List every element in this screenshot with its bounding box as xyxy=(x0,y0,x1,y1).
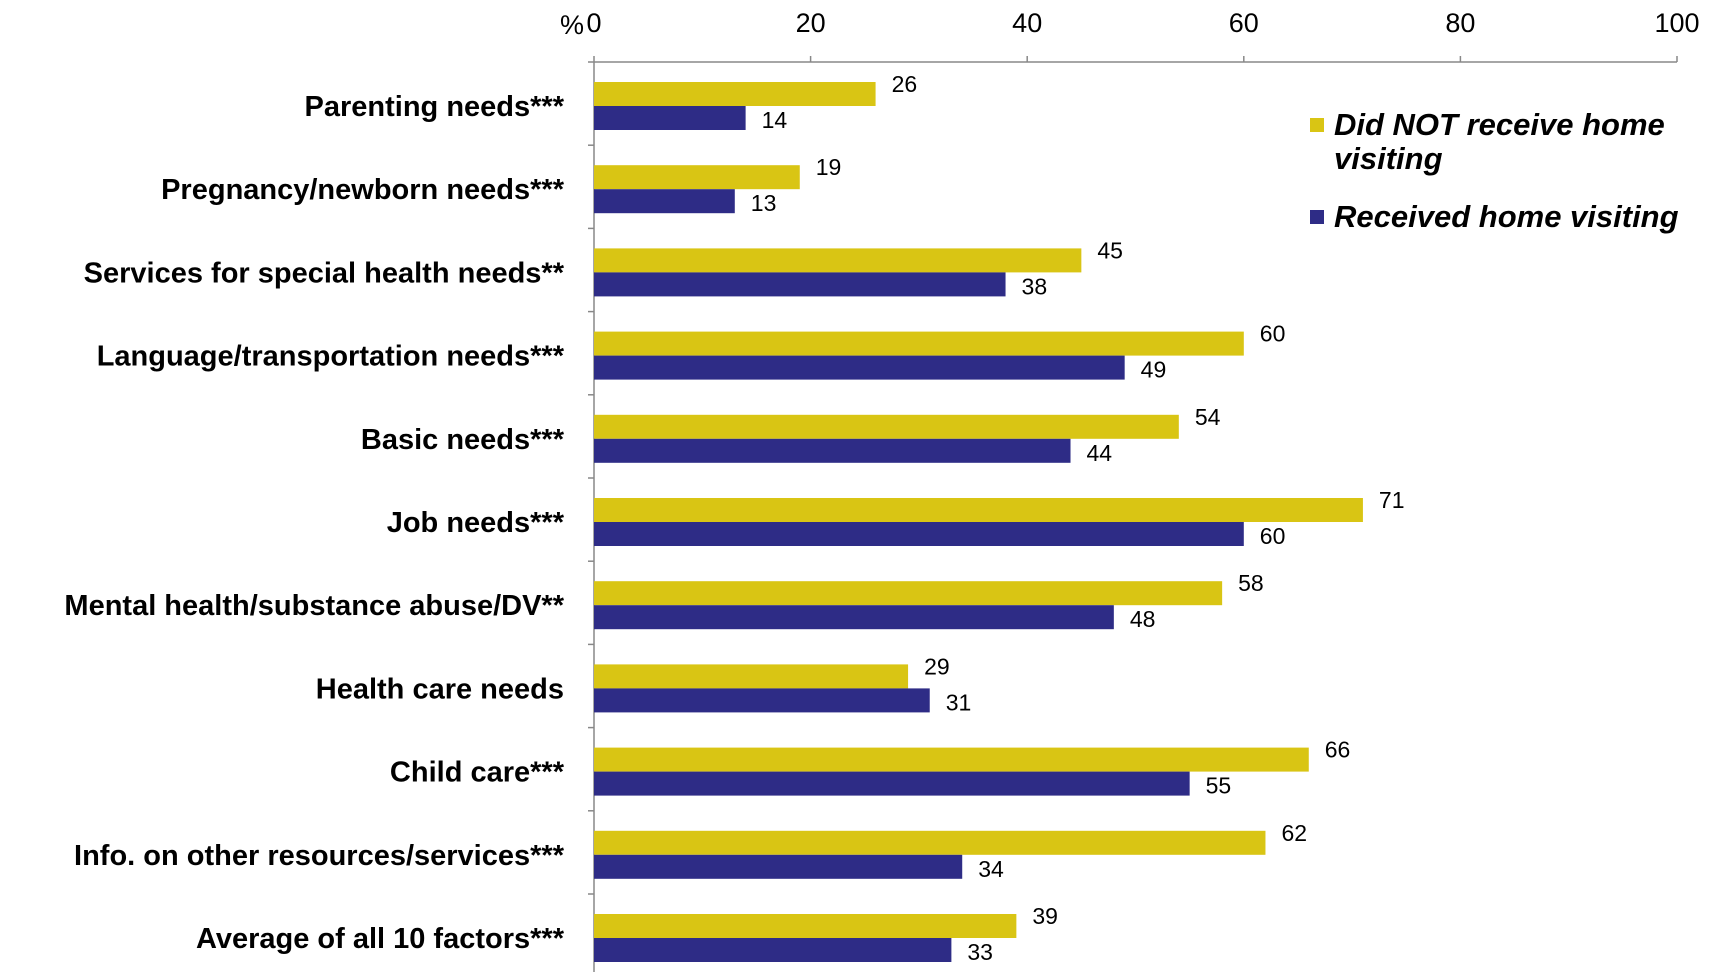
bar-not-received xyxy=(594,165,800,190)
bar-received xyxy=(594,605,1114,630)
data-label: 26 xyxy=(892,71,918,97)
labels-layer: 0 20 40 60 80 100% Parenting needs*** 26 14 Pregn… xyxy=(64,8,1699,965)
category-label: Mental health/substance abuse/DV** xyxy=(64,590,564,622)
data-label: 44 xyxy=(1087,440,1113,466)
data-label: 48 xyxy=(1130,606,1156,632)
x-tick-label: 80 xyxy=(1445,8,1475,38)
data-label: 54 xyxy=(1195,404,1221,430)
x-tick-label: 20 xyxy=(796,8,826,38)
bar-not-received xyxy=(594,82,876,106)
data-label: 60 xyxy=(1260,321,1286,347)
bar-not-received xyxy=(594,581,1223,606)
data-label: 39 xyxy=(1032,903,1058,929)
bar-not-received xyxy=(594,664,909,689)
category-label: Info. on other resources/services*** xyxy=(74,840,565,872)
x-axis-unit-label: % xyxy=(560,10,584,40)
bar-received xyxy=(594,272,1006,297)
bar-not-received xyxy=(594,414,1179,439)
legend-item-not-received: Did NOT receive home visiting xyxy=(1310,108,1710,176)
bar-received xyxy=(594,189,735,214)
category-label: Average of all 10 factors*** xyxy=(196,923,565,955)
bar-received xyxy=(594,688,930,713)
data-label: 13 xyxy=(751,190,777,216)
category-label: Pregnancy/newborn needs*** xyxy=(161,174,565,206)
legend-label-received: Received home visiting xyxy=(1334,199,1679,234)
x-tick-label: 40 xyxy=(1012,8,1042,38)
legend-swatch-yellow xyxy=(1310,118,1324,132)
category-label: Job needs*** xyxy=(387,507,565,539)
category-label: Parenting needs*** xyxy=(305,91,565,123)
data-label: 60 xyxy=(1260,523,1286,549)
data-label: 38 xyxy=(1022,273,1048,299)
bar-not-received xyxy=(594,830,1266,855)
x-tick-label: 60 xyxy=(1229,8,1259,38)
data-label: 29 xyxy=(924,653,950,679)
x-tick-label: 0 xyxy=(586,8,601,38)
category-label: Services for special health needs** xyxy=(84,257,565,289)
bar-received xyxy=(594,854,963,879)
category-label: Basic needs*** xyxy=(361,424,565,456)
data-label: 49 xyxy=(1141,357,1167,383)
legend: Did NOT receive home visiting Received h… xyxy=(1310,108,1710,258)
bars-layer xyxy=(594,82,1363,962)
data-label: 34 xyxy=(978,856,1004,882)
x-tick-label: 100 xyxy=(1654,8,1699,38)
bar-received xyxy=(594,771,1190,796)
legend-item-received: Received home visiting xyxy=(1310,200,1710,234)
bar-received xyxy=(594,522,1244,546)
data-label: 58 xyxy=(1238,570,1264,596)
data-label: 31 xyxy=(946,689,972,715)
bar-not-received xyxy=(594,914,1017,938)
category-label: Health care needs xyxy=(316,673,564,705)
category-label: Language/transportation needs*** xyxy=(97,341,565,373)
bar-not-received xyxy=(594,331,1244,356)
data-label: 62 xyxy=(1281,820,1307,846)
bar-received xyxy=(594,355,1125,380)
data-label: 71 xyxy=(1379,487,1405,513)
bar-received xyxy=(594,106,746,130)
bar-received xyxy=(594,438,1071,463)
data-label: 45 xyxy=(1097,237,1123,263)
category-label: Child care*** xyxy=(390,757,565,789)
data-label: 33 xyxy=(967,939,993,965)
bar-not-received xyxy=(594,747,1309,772)
legend-swatch-blue xyxy=(1310,210,1324,224)
data-label: 55 xyxy=(1206,773,1232,799)
data-label: 14 xyxy=(762,107,788,133)
data-label: 19 xyxy=(816,154,842,180)
data-label: 66 xyxy=(1325,737,1351,763)
bar-received xyxy=(594,938,952,962)
legend-label-not-received: Did NOT receive home visiting xyxy=(1334,107,1665,176)
bar-not-received xyxy=(594,248,1082,273)
bar-not-received xyxy=(594,498,1363,522)
